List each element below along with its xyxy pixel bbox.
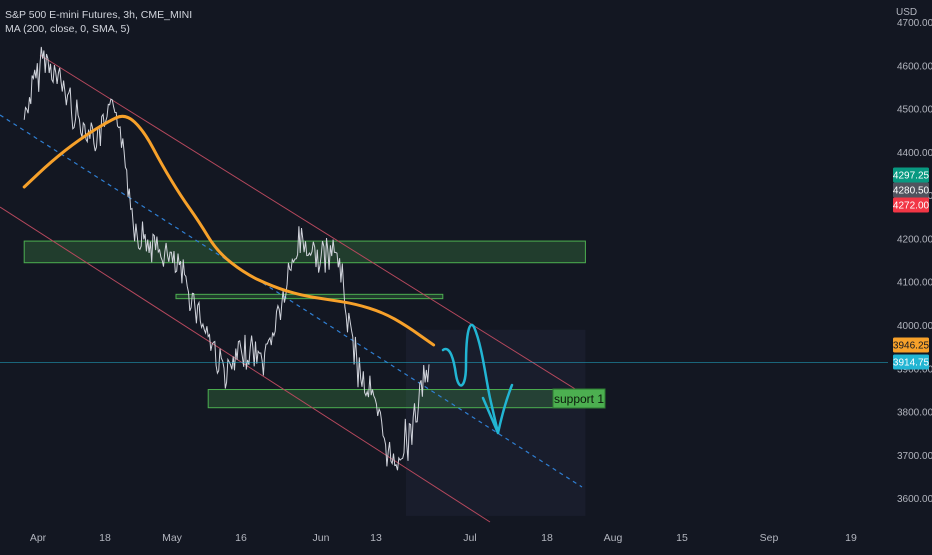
channel-upper-line[interactable]	[39, 54, 581, 393]
price-labels: 4297.25 4280.50 4272.00 3946.25 3914.75	[893, 167, 930, 370]
channel-lower-line[interactable]	[0, 206, 491, 523]
symbol-title[interactable]: S&P 500 E-mini Futures, 3h, CME_MINI	[5, 9, 193, 21]
y-tick-label: 4200.00	[897, 234, 932, 245]
price-label-text: 4280.50	[893, 186, 930, 197]
annotations[interactable]: support 1	[552, 388, 606, 409]
price-label-text: 4297.25	[893, 171, 930, 182]
y-tick-label: 4000.00	[897, 321, 932, 332]
channel-mid-line[interactable]	[0, 114, 583, 488]
support-1-text: support 1	[554, 392, 604, 406]
currency-label: USD	[896, 7, 917, 18]
descending-channel[interactable]	[0, 54, 583, 523]
y-tick-label: 3600.00	[897, 494, 932, 505]
price-axis[interactable]: USD 3600.00 3700.00 3800.00 3900.00 4000.00 41…	[888, 0, 932, 550]
chart-legend: S&P 500 E-mini Futures, 3h, CME_MINI MA …	[5, 8, 192, 36]
price-label-text: 3946.25	[893, 341, 930, 352]
channel-shade	[406, 329, 586, 516]
x-tick-label: Apr	[30, 532, 47, 544]
price-label-box	[893, 337, 929, 353]
indicator-title[interactable]: MA (200, close, 0, SMA, 5)	[5, 23, 130, 35]
projection-arrow-head[interactable]	[481, 396, 500, 435]
x-tick-label: Sep	[760, 532, 779, 544]
projection-drawing[interactable]	[441, 323, 514, 435]
support-1-label[interactable]: support 1	[552, 388, 606, 409]
x-tick-label: 15	[676, 532, 688, 544]
y-tick-label: 4600.00	[897, 61, 932, 72]
price-label-box	[893, 354, 929, 370]
price-label-text: 3914.75	[893, 358, 930, 369]
price-series	[23, 46, 430, 471]
y-tick-label: 4100.00	[897, 278, 932, 289]
x-tick-label: 18	[541, 532, 553, 544]
price-label-box	[893, 197, 929, 213]
x-tick-label: 19	[845, 532, 857, 544]
y-tick-label: 3800.00	[897, 408, 932, 419]
x-tick-label: Aug	[604, 532, 623, 544]
x-tick-label: Jul	[463, 532, 476, 544]
y-tick-label: 4700.00	[897, 18, 932, 29]
x-tick-label: May	[162, 532, 183, 544]
price-line	[23, 46, 430, 471]
y-tick-label: 4400.00	[897, 148, 932, 159]
price-label-box	[893, 167, 929, 183]
time-axis-background	[0, 524, 888, 550]
time-axis[interactable]: Apr 18 May 16 Jun 13 Jul 18 Aug 15 Sep 19	[0, 524, 888, 550]
moving-average-line	[22, 114, 436, 347]
support-resistance-zones[interactable]	[23, 240, 586, 409]
x-tick-label: 13	[370, 532, 382, 544]
x-tick-label: Jun	[313, 532, 330, 544]
price-label-text: 4272.00	[893, 201, 930, 212]
y-tick-label: 3900.00	[897, 364, 932, 375]
x-tick-label: 18	[99, 532, 111, 544]
price-label-box	[893, 182, 929, 198]
y-tick-label: 4500.00	[897, 105, 932, 116]
support-1-box[interactable]	[552, 388, 606, 409]
y-tick-label: 3700.00	[897, 451, 932, 462]
ma-line	[22, 114, 436, 347]
price-axis-background	[888, 0, 932, 550]
x-tick-label: 16	[235, 532, 247, 544]
